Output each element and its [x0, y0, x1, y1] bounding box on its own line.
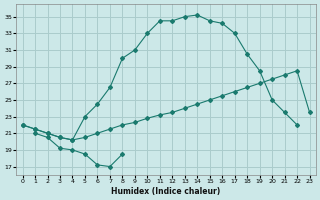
X-axis label: Humidex (Indice chaleur): Humidex (Indice chaleur)	[111, 187, 221, 196]
